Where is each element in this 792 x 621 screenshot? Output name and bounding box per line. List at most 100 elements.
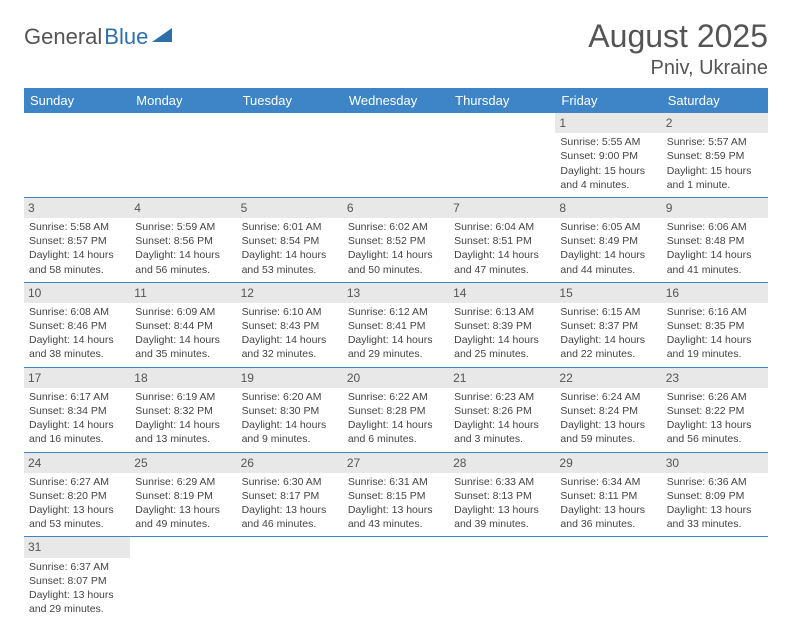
sunrise-text: Sunrise: 6:12 AM bbox=[348, 305, 444, 319]
day1-text: Daylight: 14 hours bbox=[29, 333, 125, 347]
day2-text: and 46 minutes. bbox=[242, 517, 338, 531]
day-number: 4 bbox=[130, 198, 236, 218]
calendar-cell bbox=[24, 113, 130, 197]
sunrise-text: Sunrise: 6:29 AM bbox=[135, 475, 231, 489]
sunset-text: Sunset: 8:44 PM bbox=[135, 319, 231, 333]
sunset-text: Sunset: 8:09 PM bbox=[667, 489, 763, 503]
sunrise-text: Sunrise: 6:30 AM bbox=[242, 475, 338, 489]
calendar-cell: 12Sunrise: 6:10 AMSunset: 8:43 PMDayligh… bbox=[237, 282, 343, 367]
sunset-text: Sunset: 8:07 PM bbox=[29, 574, 125, 588]
weekday-header: Saturday bbox=[662, 88, 768, 113]
day-number: 5 bbox=[237, 198, 343, 218]
calendar-cell: 3Sunrise: 5:58 AMSunset: 8:57 PMDaylight… bbox=[24, 197, 130, 282]
sunset-text: Sunset: 8:19 PM bbox=[135, 489, 231, 503]
day-number: 17 bbox=[24, 368, 130, 388]
day2-text: and 41 minutes. bbox=[667, 263, 763, 277]
calendar-cell: 26Sunrise: 6:30 AMSunset: 8:17 PMDayligh… bbox=[237, 452, 343, 537]
day2-text: and 53 minutes. bbox=[242, 263, 338, 277]
day2-text: and 3 minutes. bbox=[454, 432, 550, 446]
day-number: 24 bbox=[24, 453, 130, 473]
day2-text: and 38 minutes. bbox=[29, 347, 125, 361]
sunrise-text: Sunrise: 6:37 AM bbox=[29, 560, 125, 574]
day-number: 25 bbox=[130, 453, 236, 473]
weekday-header: Tuesday bbox=[237, 88, 343, 113]
sunrise-text: Sunrise: 6:24 AM bbox=[560, 390, 656, 404]
day1-text: Daylight: 13 hours bbox=[560, 418, 656, 432]
day2-text: and 25 minutes. bbox=[454, 347, 550, 361]
calendar-cell: 29Sunrise: 6:34 AMSunset: 8:11 PMDayligh… bbox=[555, 452, 661, 537]
day-number: 26 bbox=[237, 453, 343, 473]
calendar-cell: 4Sunrise: 5:59 AMSunset: 8:56 PMDaylight… bbox=[130, 197, 236, 282]
calendar-cell bbox=[343, 113, 449, 197]
day1-text: Daylight: 13 hours bbox=[348, 503, 444, 517]
sunset-text: Sunset: 8:13 PM bbox=[454, 489, 550, 503]
sunset-text: Sunset: 8:49 PM bbox=[560, 234, 656, 248]
day2-text: and 1 minute. bbox=[667, 178, 763, 192]
day1-text: Daylight: 14 hours bbox=[135, 418, 231, 432]
day1-text: Daylight: 14 hours bbox=[135, 248, 231, 262]
header: General Blue August 2025 Pniv, Ukraine bbox=[24, 18, 768, 80]
day1-text: Daylight: 13 hours bbox=[667, 503, 763, 517]
day-number: 20 bbox=[343, 368, 449, 388]
day1-text: Daylight: 14 hours bbox=[454, 333, 550, 347]
sunset-text: Sunset: 8:52 PM bbox=[348, 234, 444, 248]
day1-text: Daylight: 14 hours bbox=[29, 248, 125, 262]
calendar-row: 10Sunrise: 6:08 AMSunset: 8:46 PMDayligh… bbox=[24, 282, 768, 367]
sunset-text: Sunset: 8:59 PM bbox=[667, 149, 763, 163]
sunrise-text: Sunrise: 6:17 AM bbox=[29, 390, 125, 404]
sunset-text: Sunset: 8:34 PM bbox=[29, 404, 125, 418]
calendar-cell bbox=[449, 113, 555, 197]
day-number: 27 bbox=[343, 453, 449, 473]
sunset-text: Sunset: 8:26 PM bbox=[454, 404, 550, 418]
sunset-text: Sunset: 8:41 PM bbox=[348, 319, 444, 333]
day1-text: Daylight: 14 hours bbox=[560, 248, 656, 262]
sunrise-text: Sunrise: 6:20 AM bbox=[242, 390, 338, 404]
sunset-text: Sunset: 8:24 PM bbox=[560, 404, 656, 418]
day1-text: Daylight: 15 hours bbox=[560, 164, 656, 178]
calendar-cell: 28Sunrise: 6:33 AMSunset: 8:13 PMDayligh… bbox=[449, 452, 555, 537]
day-number: 16 bbox=[662, 283, 768, 303]
sunset-text: Sunset: 8:20 PM bbox=[29, 489, 125, 503]
logo-text-blue: Blue bbox=[104, 24, 148, 50]
sunrise-text: Sunrise: 6:04 AM bbox=[454, 220, 550, 234]
calendar-cell: 14Sunrise: 6:13 AMSunset: 8:39 PMDayligh… bbox=[449, 282, 555, 367]
calendar-cell: 1Sunrise: 5:55 AMSunset: 9:00 PMDaylight… bbox=[555, 113, 661, 197]
day2-text: and 6 minutes. bbox=[348, 432, 444, 446]
day1-text: Daylight: 14 hours bbox=[348, 418, 444, 432]
calendar-cell: 5Sunrise: 6:01 AMSunset: 8:54 PMDaylight… bbox=[237, 197, 343, 282]
day-number: 28 bbox=[449, 453, 555, 473]
day1-text: Daylight: 13 hours bbox=[667, 418, 763, 432]
calendar-cell: 27Sunrise: 6:31 AMSunset: 8:15 PMDayligh… bbox=[343, 452, 449, 537]
day1-text: Daylight: 15 hours bbox=[667, 164, 763, 178]
day-number: 23 bbox=[662, 368, 768, 388]
day1-text: Daylight: 13 hours bbox=[29, 588, 125, 602]
day1-text: Daylight: 13 hours bbox=[454, 503, 550, 517]
sunrise-text: Sunrise: 6:19 AM bbox=[135, 390, 231, 404]
weekday-header: Friday bbox=[555, 88, 661, 113]
day2-text: and 47 minutes. bbox=[454, 263, 550, 277]
day2-text: and 58 minutes. bbox=[29, 263, 125, 277]
day-number: 18 bbox=[130, 368, 236, 388]
day2-text: and 16 minutes. bbox=[29, 432, 125, 446]
day1-text: Daylight: 14 hours bbox=[135, 333, 231, 347]
weekday-header: Monday bbox=[130, 88, 236, 113]
sunrise-text: Sunrise: 6:01 AM bbox=[242, 220, 338, 234]
calendar-row: 31Sunrise: 6:37 AMSunset: 8:07 PMDayligh… bbox=[24, 537, 768, 621]
sunrise-text: Sunrise: 6:08 AM bbox=[29, 305, 125, 319]
day2-text: and 13 minutes. bbox=[135, 432, 231, 446]
day1-text: Daylight: 14 hours bbox=[454, 248, 550, 262]
day-number: 1 bbox=[555, 113, 661, 133]
sunset-text: Sunset: 8:57 PM bbox=[29, 234, 125, 248]
sunrise-text: Sunrise: 6:09 AM bbox=[135, 305, 231, 319]
sunrise-text: Sunrise: 6:26 AM bbox=[667, 390, 763, 404]
sunset-text: Sunset: 9:00 PM bbox=[560, 149, 656, 163]
day2-text: and 44 minutes. bbox=[560, 263, 656, 277]
day2-text: and 32 minutes. bbox=[242, 347, 338, 361]
calendar-cell: 18Sunrise: 6:19 AMSunset: 8:32 PMDayligh… bbox=[130, 367, 236, 452]
calendar-cell bbox=[662, 537, 768, 621]
day1-text: Daylight: 14 hours bbox=[242, 418, 338, 432]
calendar-cell: 25Sunrise: 6:29 AMSunset: 8:19 PMDayligh… bbox=[130, 452, 236, 537]
sunrise-text: Sunrise: 5:57 AM bbox=[667, 135, 763, 149]
day-number: 11 bbox=[130, 283, 236, 303]
calendar-cell: 13Sunrise: 6:12 AMSunset: 8:41 PMDayligh… bbox=[343, 282, 449, 367]
